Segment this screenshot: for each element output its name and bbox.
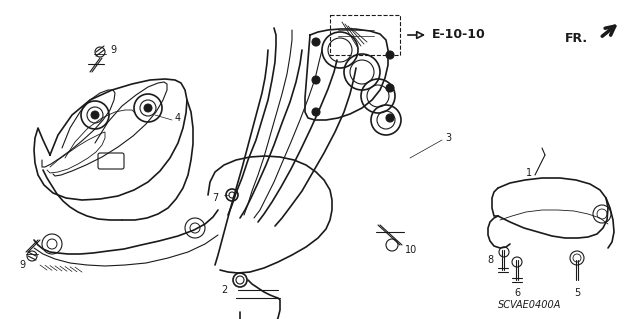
Circle shape: [386, 51, 394, 59]
Text: 2: 2: [221, 285, 227, 295]
Circle shape: [312, 38, 320, 46]
Text: 5: 5: [574, 288, 580, 298]
Text: 1: 1: [526, 168, 532, 178]
Text: 8: 8: [488, 255, 494, 265]
Text: SCVAE0400A: SCVAE0400A: [499, 300, 562, 310]
Text: FR.: FR.: [565, 32, 588, 44]
Text: 9: 9: [110, 45, 116, 55]
Circle shape: [312, 76, 320, 84]
Text: 7: 7: [212, 193, 218, 203]
Circle shape: [386, 84, 394, 92]
Circle shape: [144, 104, 152, 112]
Circle shape: [386, 114, 394, 122]
Text: 3: 3: [445, 133, 451, 143]
Circle shape: [312, 108, 320, 116]
Text: 6: 6: [514, 288, 520, 298]
Bar: [330, 15, 400, 55]
Circle shape: [91, 111, 99, 119]
Text: 9: 9: [19, 260, 25, 270]
Text: E-10-10: E-10-10: [432, 28, 486, 41]
Text: 4: 4: [175, 113, 181, 123]
Text: 10: 10: [405, 245, 417, 255]
